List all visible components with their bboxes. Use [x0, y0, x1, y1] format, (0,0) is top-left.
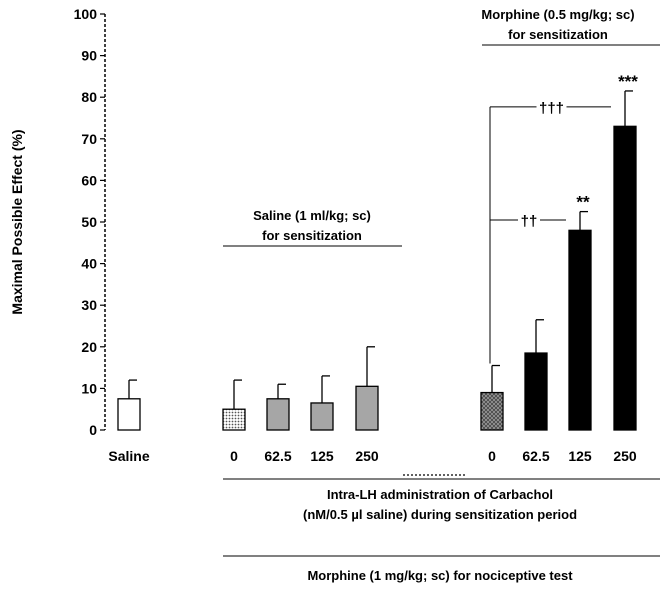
saline-group-label: Saline (1 ml/kg; sc) for sensitization: [223, 208, 402, 247]
x-axis-label-line1: Intra-LH administration of Carbachol: [327, 487, 553, 502]
x-tick-label: 0: [230, 448, 238, 464]
x-tick-labels: Saline 0 62.5 125 250 0 62.5 125 250: [108, 448, 637, 464]
saline-group-label-line2: for sensitization: [262, 228, 362, 243]
morphine-group-label-line2: for sensitization: [508, 27, 608, 42]
comparison-label-bg: [518, 211, 540, 230]
bar: [117, 398, 141, 431]
y-tick-label: 30: [81, 297, 97, 313]
bar: [568, 229, 592, 431]
x-tick-label: 250: [613, 448, 637, 464]
y-tick-label: 70: [81, 131, 97, 147]
y-tick-label: 90: [81, 48, 97, 64]
y-tick-label: 20: [81, 339, 97, 355]
x-tick-label: 250: [355, 448, 379, 464]
y-tick-label: 60: [81, 172, 97, 188]
x-tick-label: 62.5: [264, 448, 291, 464]
y-tick-label: 0: [89, 422, 97, 438]
bar: [355, 385, 379, 431]
significance-label: ***: [618, 72, 638, 91]
comparison-label: †††: [539, 100, 564, 117]
x-tick-label: Saline: [108, 448, 149, 464]
x-tick-label: 125: [568, 448, 592, 464]
bar: [310, 402, 334, 431]
bar: [266, 398, 290, 431]
x-tick-label: 0: [488, 448, 496, 464]
x-axis-label-line2: (nM/0.5 µl saline) during sensitization …: [303, 507, 577, 522]
y-axis-label: Maximal Possible Effect (%): [9, 129, 25, 314]
comparison-label-bg: [536, 97, 567, 116]
morphine-group-label: Morphine (0.5 mg/kg; sc) for sensitizati…: [481, 7, 660, 46]
annotations: *****†††††: [489, 72, 638, 364]
y-tick-label: 50: [81, 214, 97, 230]
bar: [613, 125, 637, 431]
significance-label: **: [576, 193, 590, 212]
bars: [117, 90, 637, 431]
x-tick-label: 62.5: [522, 448, 549, 464]
y-axis: 0 10 20 30 40 50 60 70 80 90 100: [74, 6, 106, 438]
y-tick-label: 40: [81, 256, 97, 272]
y-tick-label: 10: [81, 380, 97, 396]
comparison-label: ††: [521, 213, 538, 230]
saline-group-label-line1: Saline (1 ml/kg; sc): [253, 208, 371, 223]
bar: [480, 391, 504, 431]
morphine-group-label-line1: Morphine (0.5 mg/kg; sc): [481, 7, 634, 22]
x-tick-label: 125: [310, 448, 334, 464]
nociceptive-test-label: Morphine (1 mg/kg; sc) for nociceptive t…: [307, 568, 573, 583]
y-tick-label: 100: [74, 6, 98, 22]
bar: [524, 352, 548, 431]
y-tick-label: 80: [81, 89, 97, 105]
bar: [222, 408, 246, 431]
